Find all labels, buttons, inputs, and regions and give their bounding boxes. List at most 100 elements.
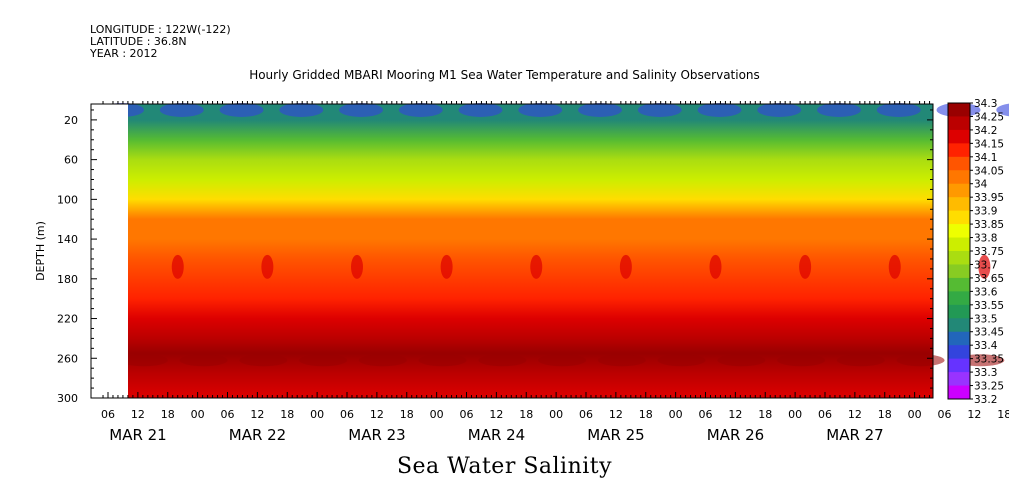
mid-depth-plume [888, 254, 901, 279]
x-tick-label: 00 [549, 408, 563, 421]
salinity-features [100, 102, 1009, 367]
colorbar-swatch [948, 331, 970, 346]
mid-depth-plume [799, 254, 812, 279]
x-tick-label: 12 [489, 408, 503, 421]
longitude-label: LONGITUDE : 122W(-122) [90, 23, 231, 36]
x-tick-label: 18 [639, 408, 653, 421]
x-date-label: MAR 24 [468, 426, 525, 444]
surface-fresh-patch [578, 102, 622, 117]
x-date-label: MAR 23 [348, 426, 405, 444]
no-data-region [91, 104, 128, 398]
deep-salinity-core [119, 354, 168, 367]
colorbar-swatch [948, 291, 970, 306]
colorbar-label: 33.55 [974, 300, 1004, 312]
colorbar-label: 33.6 [974, 286, 998, 298]
colorbar-swatch [948, 304, 970, 319]
colorbar-swatch [948, 143, 970, 158]
y-tick-label: 140 [57, 233, 78, 246]
surface-fresh-patch [159, 102, 204, 117]
x-date-label: MAR 25 [587, 426, 644, 444]
colorbar-swatch [948, 277, 970, 292]
x-date-label: MAR 27 [826, 426, 883, 444]
x-tick-label: 06 [579, 408, 593, 421]
colorbar-swatch [948, 318, 970, 333]
colorbar-swatch [948, 385, 970, 400]
colorbar-swatch [948, 251, 970, 265]
colorbar-swatch [948, 264, 970, 279]
salinity-field [91, 104, 933, 398]
x-tick-label: 18 [758, 408, 772, 421]
surface-fresh-patch [876, 102, 921, 117]
x-tick-label: 00 [908, 408, 922, 421]
surface-fresh-patch [996, 103, 1009, 117]
x-tick-label: 18 [878, 408, 892, 421]
x-tick-label: 06 [340, 408, 354, 421]
deep-salinity-core [358, 354, 407, 367]
surface-fresh-patch [518, 102, 563, 117]
deep-salinity-core [597, 354, 646, 367]
deep-salinity-core [777, 354, 826, 367]
colorbar-label: 33.75 [974, 246, 1004, 258]
colorbar: 34.334.2534.234.1534.134.053433.9533.933… [947, 98, 1004, 406]
x-tick-label: 12 [967, 408, 981, 421]
colorbar-swatch [948, 237, 970, 252]
x-tick-label: 00 [310, 408, 324, 421]
x-date-label: MAR 22 [229, 426, 286, 444]
colorbar-swatch [948, 116, 970, 131]
colorbar-label: 33.9 [974, 206, 997, 218]
colorbar-label: 34.2 [974, 125, 997, 137]
deep-salinity-core [538, 354, 587, 367]
surface-fresh-patch [817, 102, 861, 117]
colorbar-label: 33.8 [974, 233, 997, 245]
colorbar-label: 33.65 [974, 273, 1004, 285]
x-tick-label: 18 [519, 408, 533, 421]
colorbar-swatch [948, 129, 970, 144]
deep-salinity-core [299, 354, 348, 367]
x-tick-label: 18 [400, 408, 414, 421]
colorbar-swatch [948, 183, 970, 198]
deep-salinity-core [418, 354, 467, 367]
mid-depth-plume [440, 254, 453, 279]
deep-salinity-core [239, 354, 288, 367]
surface-fresh-patch [637, 102, 682, 117]
surface-fresh-patch [279, 102, 324, 117]
mid-depth-plume [171, 254, 184, 279]
y-tick-label: 60 [64, 154, 78, 167]
deep-salinity-core [836, 354, 885, 367]
x-tick-label: 06 [460, 408, 474, 421]
surface-fresh-patch [219, 102, 264, 117]
x-tick-label: 12 [609, 408, 623, 421]
colorbar-swatch [948, 197, 970, 212]
latitude-label: LATITUDE : 36.8N [90, 35, 187, 48]
colorbar-swatch [948, 345, 970, 360]
deep-salinity-core [896, 354, 945, 367]
y-axis-label: DEPTH (m) [34, 221, 47, 281]
y-axis: 20 60 100 140 180 220 260 300 DEPTH (m) [34, 109, 933, 405]
surface-fresh-patch [398, 102, 443, 117]
colorbar-label: 34.1 [974, 152, 997, 164]
x-tick-label: 06 [818, 408, 832, 421]
colorbar-label: 33.5 [974, 313, 997, 325]
colorbar-label: 34.05 [974, 165, 1004, 177]
deep-salinity-core [478, 354, 527, 367]
colorbar-label: 34.15 [974, 138, 1004, 150]
x-tick-label: 06 [101, 408, 115, 421]
surface-fresh-patch [458, 102, 503, 117]
x-tick-label: 12 [728, 408, 742, 421]
colorbar-label: 34.25 [974, 111, 1004, 123]
mid-depth-plume [351, 254, 363, 279]
colorbar-swatch [948, 358, 970, 373]
x-date-label: MAR 21 [109, 426, 166, 444]
colorbar-swatch [948, 224, 970, 239]
surface-fresh-patch [757, 102, 802, 117]
colorbar-label: 33.4 [974, 340, 998, 352]
x-tick-label: 00 [669, 408, 683, 421]
colorbar-label: 33.95 [974, 192, 1004, 204]
mid-depth-plume [530, 254, 543, 279]
y-tick-label: 180 [57, 273, 78, 286]
x-tick-label: 12 [131, 408, 145, 421]
deep-salinity-core [657, 354, 706, 367]
colorbar-swatch [948, 156, 970, 171]
x-tick-label: 18 [280, 408, 294, 421]
colorbar-label: 34.3 [974, 98, 997, 110]
